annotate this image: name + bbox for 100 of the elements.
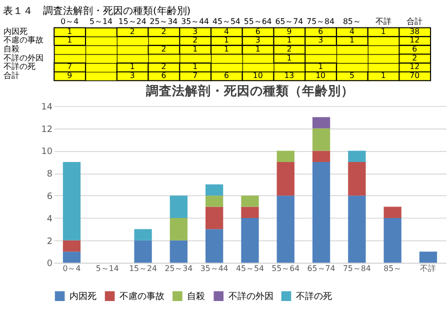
data-label: 1 bbox=[67, 36, 72, 45]
data-label: 1 bbox=[224, 44, 229, 54]
x-tick-label: 5～14 bbox=[96, 264, 119, 274]
bar bbox=[170, 218, 188, 240]
x-tick-label: 85～ bbox=[384, 264, 402, 274]
y-tick-label: 不詳の外因 bbox=[3, 53, 44, 62]
data-label: 12 bbox=[410, 62, 420, 72]
y-tick-label: 6 bbox=[46, 192, 53, 202]
bar bbox=[384, 206, 402, 218]
data-label: 70 bbox=[410, 71, 420, 80]
bar bbox=[206, 184, 224, 196]
x-tick-label: 45～54 bbox=[212, 17, 240, 26]
data-label: 1 bbox=[192, 62, 198, 72]
y-tick-label: 4 bbox=[46, 214, 53, 224]
data-label: 2 bbox=[412, 53, 418, 62]
y-tick-label: 12 bbox=[41, 124, 52, 135]
x-tick-label: 35～44 bbox=[181, 17, 210, 26]
bar bbox=[312, 150, 330, 162]
bar bbox=[348, 196, 366, 263]
data-label: 1 bbox=[130, 62, 135, 72]
x-tick-label: 85～ bbox=[342, 17, 361, 26]
x-tick-label: 75～84 bbox=[306, 17, 335, 26]
data-label: 2 bbox=[130, 26, 135, 36]
bar bbox=[170, 196, 188, 218]
bar bbox=[206, 229, 224, 263]
data-label: 9 bbox=[286, 26, 292, 36]
data-label: 2 bbox=[192, 36, 198, 45]
x-tick-label: 不詳 bbox=[375, 17, 392, 26]
x-tick-label: 45～54 bbox=[236, 264, 264, 274]
bar bbox=[276, 150, 294, 162]
legend-label: 不詳の死 bbox=[296, 291, 332, 302]
data-label: 1 bbox=[380, 26, 386, 36]
bar bbox=[241, 218, 259, 263]
y-tick-label: 2 bbox=[46, 236, 52, 247]
data-label: 1 bbox=[349, 36, 354, 45]
y-tick-label: 8 bbox=[46, 170, 52, 180]
data-label: 7 bbox=[192, 71, 198, 80]
y-tick-label: 不詳の死 bbox=[3, 62, 36, 72]
data-label: 10 bbox=[316, 71, 326, 80]
bar bbox=[62, 252, 81, 263]
bar bbox=[312, 128, 330, 151]
data-label: 3 bbox=[318, 36, 324, 45]
bar bbox=[384, 218, 402, 263]
data-label: 9 bbox=[67, 71, 72, 80]
bar bbox=[134, 229, 152, 240]
data-label: 1 bbox=[286, 53, 292, 62]
legend-label: 不慮の事故 bbox=[120, 291, 165, 302]
bar bbox=[348, 150, 366, 162]
x-tick-label: 5～14 bbox=[89, 17, 112, 26]
data-label: 6 bbox=[318, 26, 324, 36]
data-label: 4 bbox=[224, 26, 229, 36]
bar bbox=[276, 162, 294, 196]
data-label: 2 bbox=[161, 62, 166, 72]
data-label: 6 bbox=[161, 71, 166, 80]
x-tick-label: 55～64 bbox=[272, 264, 300, 274]
data-label: 3 bbox=[192, 26, 198, 36]
data-label: 38 bbox=[410, 26, 420, 36]
bar bbox=[134, 240, 152, 263]
bar bbox=[276, 196, 294, 263]
x-tick-label: 0～4 bbox=[60, 17, 79, 26]
y-tick-label: 不慮の事故 bbox=[3, 36, 44, 45]
x-tick-label: 15～24 bbox=[129, 264, 158, 274]
bar bbox=[241, 196, 259, 207]
data-label: 1 bbox=[318, 62, 324, 72]
legend-label: 不詳の外因 bbox=[228, 291, 274, 302]
x-tick-label: 55～64 bbox=[244, 17, 272, 26]
bar bbox=[419, 252, 438, 263]
x-tick-label: 65～74 bbox=[307, 264, 336, 274]
data-label: 1 bbox=[192, 44, 198, 54]
data-label: 2 bbox=[286, 44, 292, 54]
bar bbox=[312, 117, 330, 128]
data-label: 4 bbox=[349, 26, 354, 36]
legend-label: 内因死 bbox=[70, 291, 97, 302]
data-label: 1 bbox=[255, 44, 260, 54]
y-tick-label: 内因死 bbox=[3, 26, 28, 36]
bar bbox=[241, 206, 259, 218]
bar bbox=[312, 162, 330, 263]
x-tick-label: 25～34 bbox=[150, 17, 178, 26]
x-tick-label: 15～24 bbox=[118, 17, 146, 26]
legend-label: 自殺 bbox=[187, 291, 206, 302]
bar bbox=[206, 196, 224, 207]
data-label: 5 bbox=[349, 71, 354, 80]
bar bbox=[206, 206, 224, 230]
y-tick-label: 0 bbox=[46, 259, 53, 270]
bar bbox=[62, 240, 81, 252]
data-label: 3 bbox=[255, 36, 260, 45]
bar bbox=[348, 162, 366, 196]
x-tick-label: 不詳 bbox=[420, 264, 436, 274]
data-label: 6 bbox=[224, 71, 229, 80]
x-tick-label: 0～4 bbox=[62, 264, 81, 274]
chart-title: 調査法解剖・死因の種類（年齢別） bbox=[146, 83, 354, 100]
data-label: 7 bbox=[67, 62, 72, 72]
data-label: 1 bbox=[380, 71, 386, 80]
y-tick-label: 自殺 bbox=[3, 44, 20, 54]
data-label: 3 bbox=[130, 71, 135, 80]
data-label: 1 bbox=[67, 26, 72, 36]
y-tick-label: 10 bbox=[41, 147, 53, 158]
data-label: 6 bbox=[412, 44, 418, 54]
data-label: 2 bbox=[161, 44, 166, 54]
data-label: 10 bbox=[252, 71, 263, 80]
